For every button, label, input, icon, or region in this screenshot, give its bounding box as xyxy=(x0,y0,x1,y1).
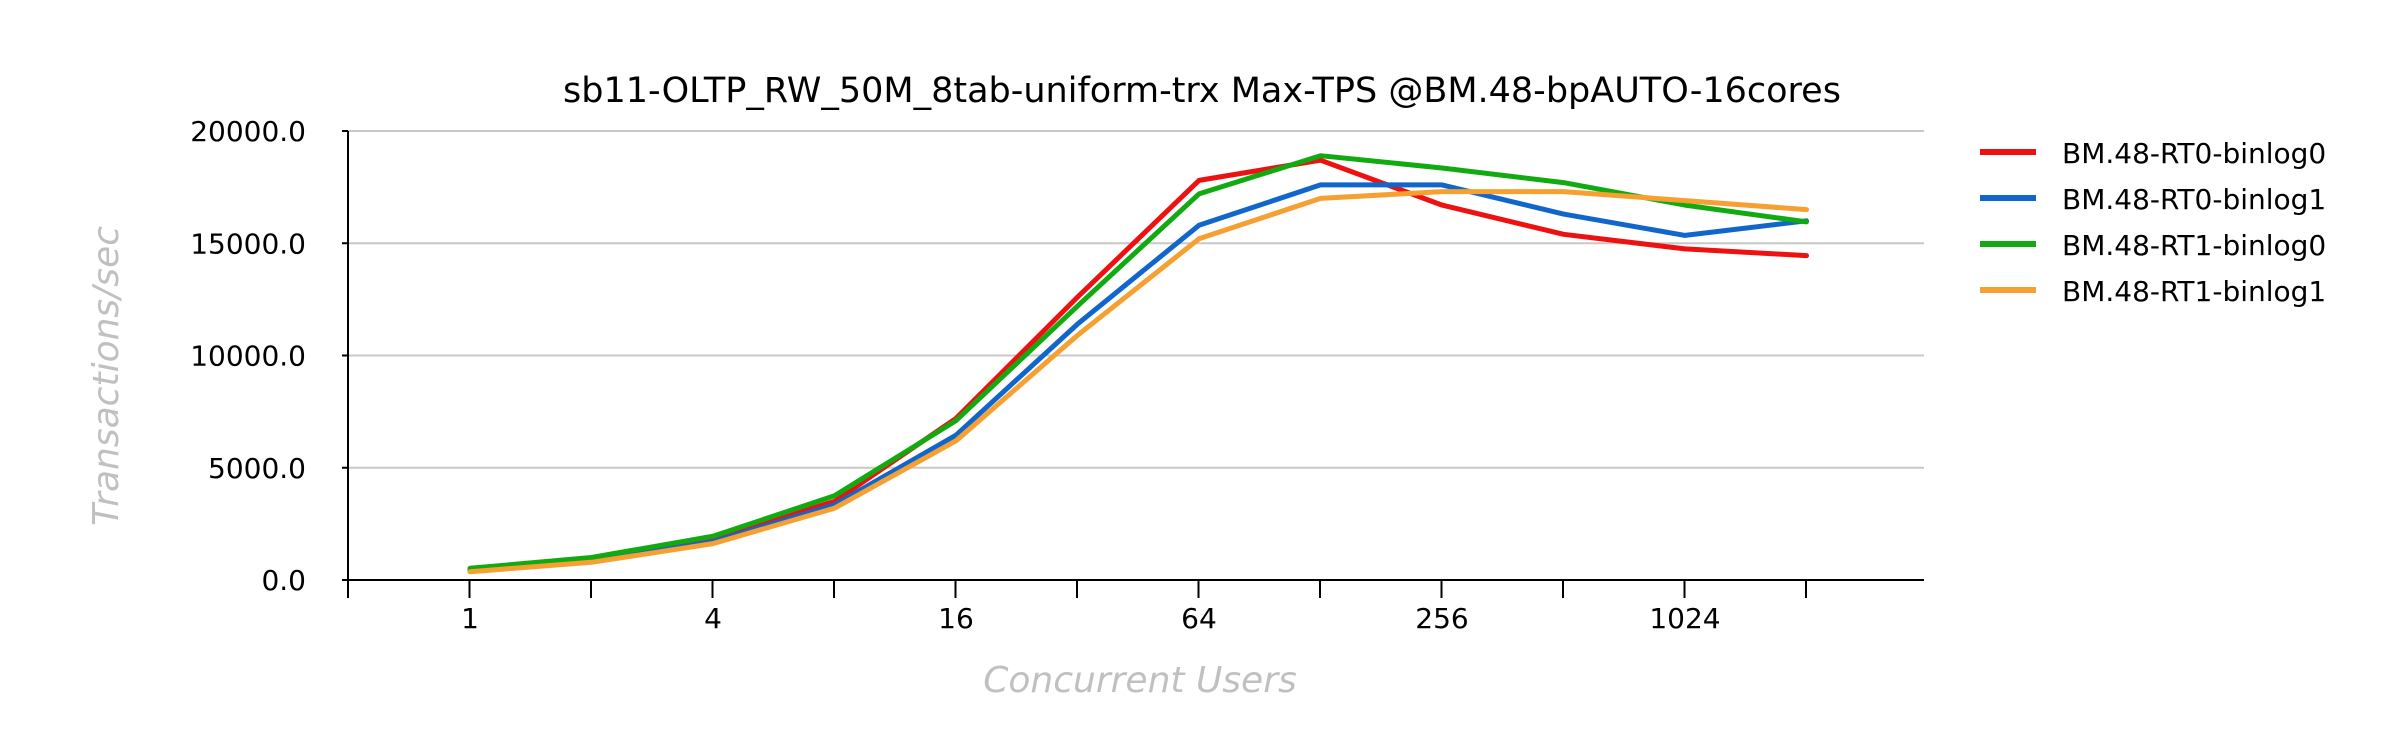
y-tick-label: 10000.0 xyxy=(190,340,306,373)
legend-label: BM.48-RT1-binlog1 xyxy=(2062,275,2326,308)
y-axis-ticks: 0.0 5000.0 10000.0 15000.0 20000.0 xyxy=(190,115,348,597)
series-line-4 xyxy=(467,189,1809,575)
y-axis-label: Transactions/sec xyxy=(86,226,127,526)
series-lines xyxy=(467,153,1809,575)
x-axis-label: Concurrent Users xyxy=(983,660,1297,701)
x-tick-label: 16 xyxy=(938,602,974,635)
x-tick-label: 64 xyxy=(1181,602,1217,635)
y-tick-label: 0.0 xyxy=(261,564,306,597)
legend-label: BM.48-RT1-binlog0 xyxy=(2062,229,2326,262)
x-tick-label: 1 xyxy=(461,602,479,635)
y-tick-label: 5000.0 xyxy=(208,452,306,485)
legend-label: BM.48-RT0-binlog0 xyxy=(2062,137,2326,170)
x-axis-ticks: 1 4 16 64 256 1024 xyxy=(347,580,1807,635)
series-line-3 xyxy=(467,153,1809,571)
y-tick-label: 20000.0 xyxy=(190,115,306,148)
gridlines xyxy=(348,130,1924,469)
x-tick-label: 4 xyxy=(704,602,722,635)
x-tick-label: 1024 xyxy=(1649,602,1720,635)
legend-label: BM.48-RT0-binlog1 xyxy=(2062,183,2326,216)
y-tick-label: 15000.0 xyxy=(190,227,306,260)
legend: BM.48-RT0-binlog0 BM.48-RT0-binlog1 BM.48-… xyxy=(1980,137,2326,308)
chart-title: sb11-OLTP_RW_50M_8tab-uniform-trx Max-TP… xyxy=(563,71,1841,111)
x-tick-label: 256 xyxy=(1415,602,1468,635)
